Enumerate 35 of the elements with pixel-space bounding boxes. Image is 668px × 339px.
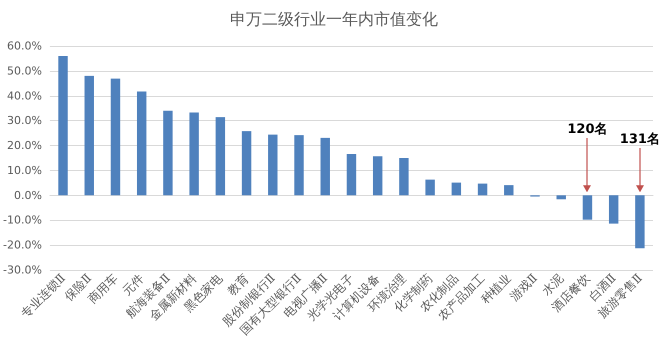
y-tick-label: 30.0% xyxy=(6,114,42,128)
bar xyxy=(504,185,514,196)
bar xyxy=(425,180,435,196)
y-tick-label: -30.0% xyxy=(2,263,42,276)
bar xyxy=(346,154,356,196)
y-tick-label: 40.0% xyxy=(6,89,42,102)
annotation: 120名 xyxy=(567,121,608,138)
bar xyxy=(452,182,462,196)
bar xyxy=(582,195,592,220)
bar xyxy=(242,131,252,196)
bar xyxy=(478,184,488,196)
bar xyxy=(372,156,382,196)
y-tick-label: 0.0% xyxy=(14,188,42,202)
bar xyxy=(556,195,566,200)
annotation: 131名 xyxy=(620,131,660,148)
bar xyxy=(635,195,645,248)
bar xyxy=(216,117,226,196)
bar xyxy=(399,158,409,196)
bar xyxy=(136,92,146,196)
bar xyxy=(608,195,618,224)
bar xyxy=(110,78,120,196)
y-tick-label: 60.0% xyxy=(6,40,42,52)
bar xyxy=(84,76,94,196)
bar xyxy=(58,56,68,196)
bar xyxy=(320,138,330,196)
bar xyxy=(189,112,199,196)
y-tick-label: 50.0% xyxy=(6,64,42,78)
bar xyxy=(294,135,304,196)
chart-title: 申万二级行业一年内市值变化 xyxy=(230,10,438,28)
y-tick-label: 10.0% xyxy=(6,164,42,177)
y-tick-label: -20.0% xyxy=(2,238,42,252)
y-tick-label: -10.0% xyxy=(2,214,42,227)
bar xyxy=(268,134,278,196)
y-tick-label: 20.0% xyxy=(6,139,42,152)
bar xyxy=(163,110,173,196)
